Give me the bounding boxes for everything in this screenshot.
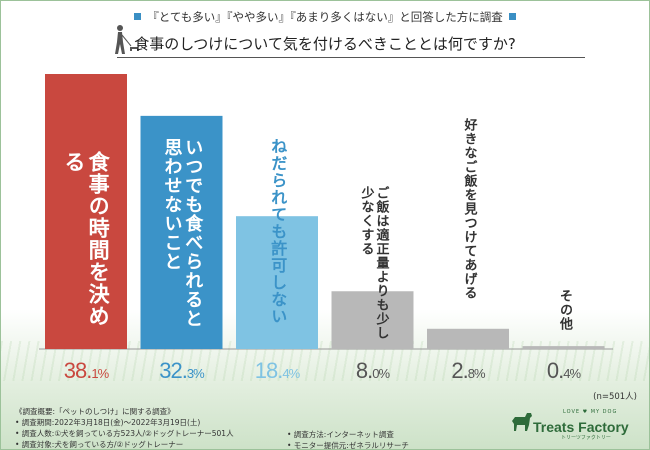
bar-2 [140, 115, 223, 349]
bar-5 [427, 328, 509, 349]
percent-number: 0. [546, 358, 564, 383]
percent-decimal: 4% [563, 366, 581, 381]
percent-number: 2. [451, 358, 468, 383]
person-walking-dog-icon [115, 25, 140, 54]
percent-decimal: 8% [467, 366, 486, 381]
brand-name: Treats Factory [533, 419, 629, 435]
percent-number: 18. [254, 358, 284, 383]
percent-1: 38.1% [39, 358, 133, 384]
logo-tagline: LOVE ♥ MY DOG [563, 409, 618, 415]
square-bullet-icon [134, 13, 142, 20]
overview-method: • 調査方法:インターネット調査 [287, 430, 394, 439]
sample-size-note: (n=501人) [593, 392, 637, 402]
bar-1 [45, 74, 127, 349]
percent-number: 8. [355, 358, 373, 383]
percent-4: 8.0% [326, 358, 420, 384]
bar-4 [331, 291, 414, 349]
overview-heading: 《調査概要:「ペットのしつけ」に関する調査》 [15, 407, 175, 416]
percent-number: 32. [159, 358, 188, 383]
bar-label-2: いつでも食べられると思わせないこと [161, 138, 204, 328]
subtitle-text: 『とても多い』『やや多い』『あまり多くはない』と回答した方に調査 [147, 10, 503, 24]
bar-label-1: 食事の時間を決める [62, 151, 111, 327]
overview-period: • 調査期間:2022年3月18日(金)〜2022年3月19日(土) [15, 418, 201, 427]
percent-number: 38. [63, 358, 93, 383]
survey-overview: 《調査概要:「ペットのしつけ」に関する調査》 • 調査期間:2022年3月18日… [15, 406, 234, 449]
percent-decimal: 4% [282, 366, 300, 381]
percent-6: 0.4% [517, 358, 611, 384]
percent-5: 2.8% [421, 358, 515, 384]
dog-logo-icon [512, 413, 532, 431]
bar-label-3: ねだられても許可しない [268, 138, 288, 325]
title-underline [117, 57, 585, 58]
square-bullet-icon [508, 13, 516, 20]
overview-provider: • モニター提供元:ゼネラルリサーチ [287, 441, 409, 450]
survey-overview-right: • 調査方法:インターネット調査 • モニター提供元:ゼネラルリサーチ [287, 429, 409, 450]
chart-title: 食事のしつけについて気を付けるべきこととは何ですか? [134, 35, 516, 53]
bar-label-5: 好きなご飯を見つけてあげる [461, 118, 477, 300]
bar-label-6: その他 [556, 289, 572, 331]
overview-respondents: • 調査人数:①犬を飼っている方523人/②ドッグトレーナー501人 [15, 429, 234, 438]
bar-3 [236, 216, 318, 349]
survey-subtitle: 『とても多い』『やや多い』『あまり多くはない』と回答した方に調査 [1, 9, 649, 25]
bar-label-4: ご飯は適正量よりも少し少なくする [358, 186, 389, 340]
percent-decimal: 1% [91, 366, 109, 381]
overview-target: • 調査対象:犬を飼っている方/②ドッグトレーナー [15, 440, 184, 449]
brand-kana: トリーツファクトリー [561, 435, 611, 441]
percent-decimal: 0% [372, 366, 390, 381]
percent-decimal: 3% [186, 366, 205, 381]
percent-3: 18.4% [230, 358, 324, 384]
bar-6 [522, 346, 605, 349]
percent-2: 32.3% [135, 358, 229, 384]
